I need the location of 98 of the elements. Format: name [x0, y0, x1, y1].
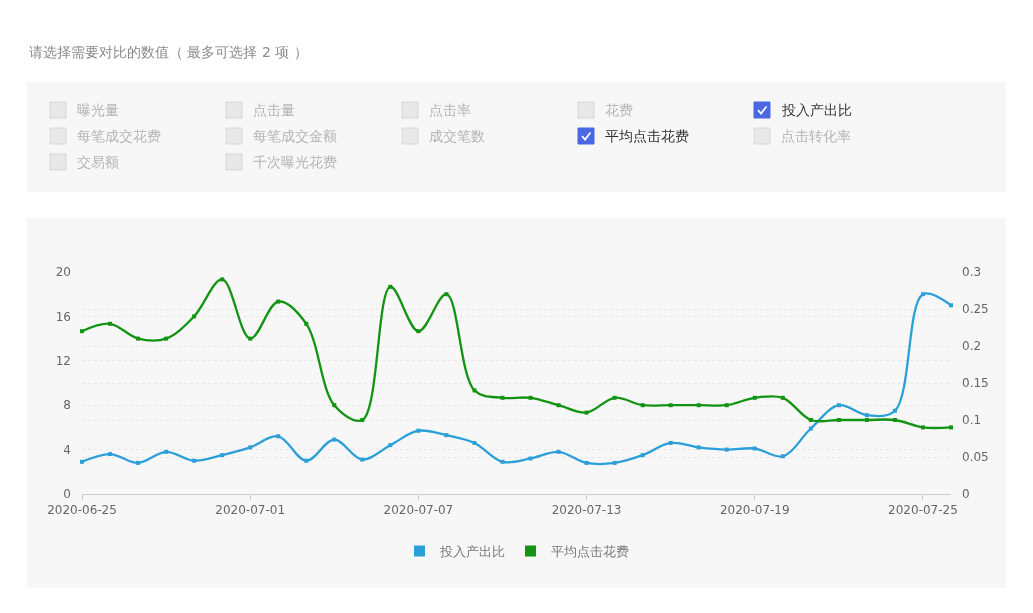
point [752, 446, 757, 451]
point [752, 395, 757, 400]
point [472, 440, 477, 445]
point [164, 449, 169, 454]
point [640, 453, 645, 458]
point [136, 336, 141, 341]
y2-tick-label: 0 [962, 487, 970, 502]
point [556, 403, 561, 408]
point [192, 458, 197, 463]
y-tick-label: 20 [55, 265, 71, 280]
point [332, 403, 337, 408]
point [108, 452, 113, 457]
point [332, 437, 337, 442]
point [416, 428, 421, 433]
point [444, 292, 449, 297]
category-label: 成交笔数 [429, 128, 485, 144]
y2-tick-label: 0.3 [962, 265, 982, 280]
point [949, 303, 953, 308]
point [360, 418, 365, 422]
point [780, 454, 785, 459]
point [164, 336, 169, 341]
y2-tick-label: 0.25 [962, 302, 989, 317]
point [584, 460, 589, 465]
category-label: 点击率 [429, 102, 471, 118]
y-tick-label: 16 [55, 309, 71, 324]
point [248, 445, 253, 450]
point [612, 395, 617, 400]
category-label: 投入产出比 [781, 102, 852, 118]
y-tick-label: 12 [55, 354, 71, 368]
point [500, 395, 505, 400]
category-label: 千次曝光花费 [253, 154, 337, 170]
point [220, 277, 225, 282]
x-tick-label: 2020-07-19 [719, 503, 790, 518]
point [836, 418, 841, 422]
point [724, 403, 729, 408]
point [136, 460, 141, 465]
point [780, 395, 785, 400]
point [220, 453, 225, 458]
point [892, 418, 897, 422]
y-tick-label: 8 [63, 398, 71, 413]
point [612, 460, 617, 465]
y2-tick-label: 0.15 [962, 376, 989, 391]
point [276, 299, 281, 304]
y2-tick-label: 0.2 [962, 339, 982, 354]
point [500, 459, 505, 464]
category-label: 点击转化率 [781, 128, 851, 144]
point [276, 434, 281, 439]
point [696, 403, 701, 408]
x-tick-label: 2020-06-25 [47, 503, 117, 518]
category-label: 每笔成交金额 [253, 128, 337, 144]
point [304, 321, 309, 326]
point [388, 284, 393, 289]
category-label: 每笔成交花费 [77, 128, 161, 144]
point [668, 403, 673, 408]
category-label: 点击量 [253, 102, 295, 118]
point [80, 329, 84, 334]
point [836, 403, 841, 408]
point [80, 459, 84, 464]
point [920, 425, 925, 430]
point [388, 443, 393, 448]
point [920, 292, 925, 297]
point [949, 425, 953, 430]
point [724, 447, 729, 452]
point [416, 329, 421, 334]
point [808, 426, 813, 431]
point [668, 440, 673, 445]
point [864, 413, 869, 418]
point [892, 408, 897, 413]
x-tick-label: 2020-07-07 [383, 503, 454, 518]
category-label: 花费 [605, 102, 633, 118]
y-tick-label: 4 [63, 442, 71, 457]
legend-label: 平均点击花费 [550, 544, 629, 560]
point [864, 418, 869, 422]
point [304, 458, 309, 463]
y2-tick-label: 0.05 [962, 450, 989, 465]
point [444, 433, 449, 438]
point [360, 457, 365, 462]
y2-tick-label: 0.1 [962, 413, 982, 428]
category-label: 曝光量 [77, 102, 119, 118]
category-label: 平均点击花费 [605, 128, 689, 144]
point [528, 395, 533, 400]
legend-label: 投入产出比 [438, 544, 505, 560]
point [640, 403, 645, 408]
x-tick-label: 2020-07-25 [888, 503, 958, 518]
point [584, 410, 589, 415]
point [192, 314, 197, 319]
point [528, 456, 533, 461]
category-label: 交易额 [77, 154, 119, 170]
text: 请选择需要对比的数值（ 最多可选择 2 项 ） [29, 44, 308, 60]
x-tick-label: 2020-07-13 [551, 503, 622, 518]
point [696, 445, 701, 450]
point [248, 336, 253, 341]
point [108, 321, 113, 326]
point [472, 388, 477, 393]
x-tick-label: 2020-07-01 [215, 503, 286, 518]
point [556, 449, 561, 454]
point [808, 418, 813, 422]
y-tick-label: 0 [63, 487, 71, 502]
